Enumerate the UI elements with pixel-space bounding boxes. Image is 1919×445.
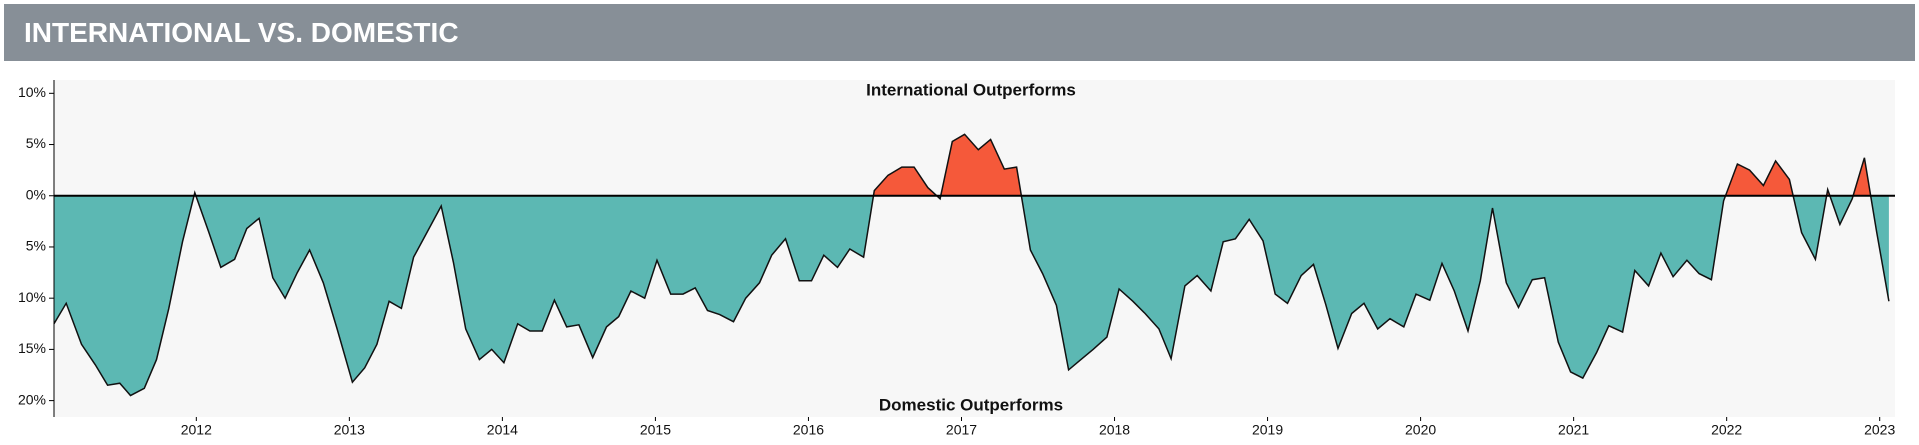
x-tick-label: 2019	[1252, 422, 1283, 438]
x-tick-label: 2014	[487, 422, 518, 438]
y-tick-label: 15%	[18, 340, 46, 356]
x-tick-label: 2016	[793, 422, 824, 438]
annotation: International Outperforms	[866, 80, 1076, 99]
x-tick-label: 2021	[1558, 422, 1589, 438]
x-tick-label: 2013	[334, 422, 365, 438]
line	[53, 133, 1890, 397]
y-tick-label: 5%	[26, 135, 46, 151]
x-tick-label: 2017	[946, 422, 977, 438]
x-tick-label: 2022	[1711, 422, 1742, 438]
x-tick-label: 2015	[640, 422, 671, 438]
x-tick-label: 2018	[1099, 422, 1130, 438]
y-tick-label: 5%	[26, 238, 46, 254]
y-tick-label: 10%	[18, 84, 46, 100]
y-tick-label: 10%	[18, 289, 46, 305]
x-tick-label: 2020	[1405, 422, 1436, 438]
x-tick-label: 2023	[1864, 422, 1895, 438]
header-title: INTERNATIONAL VS. DOMESTIC	[4, 4, 1915, 61]
y-tick-label: 0%	[26, 186, 46, 202]
annotation: Domestic Outperforms	[879, 395, 1063, 414]
area-below	[54, 195, 1889, 396]
y-tick-label: 20%	[18, 391, 46, 407]
x-tick-label: 2012	[181, 422, 212, 438]
